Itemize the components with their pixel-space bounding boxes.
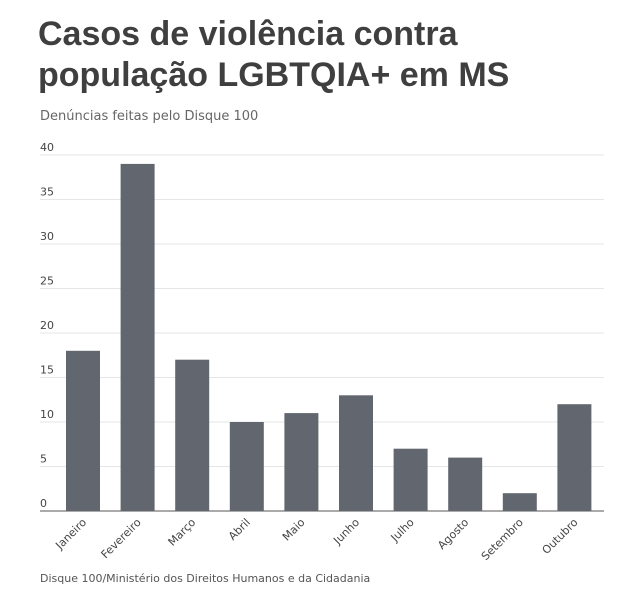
y-tick-label: 30 (40, 230, 54, 243)
bar-agosto (448, 457, 483, 511)
bar-fevereiro (120, 163, 155, 511)
x-tick-label: Maio (280, 516, 308, 544)
y-tick-label: 20 (40, 319, 54, 332)
y-tick-label: 40 (40, 141, 54, 154)
y-tick-label: 5 (40, 453, 47, 466)
x-tick-label: Março (166, 516, 199, 549)
bar-janeiro (66, 350, 100, 511)
bar-março (175, 359, 210, 511)
chart-title: Casos de violência contra população LGBT… (38, 15, 510, 94)
bar-setembro (502, 493, 537, 511)
source-note: Disque 100/Ministério dos Direitos Human… (40, 572, 371, 585)
y-tick-label: 15 (40, 364, 54, 377)
x-tick-label: Fevereiro (99, 516, 144, 561)
bar-julho (393, 448, 428, 511)
x-tick-label: Abril (226, 516, 253, 543)
x-tick-label: Outubro (540, 516, 581, 557)
bar-outubro (557, 404, 592, 511)
x-tick-label: Setembro (479, 516, 526, 563)
bar-maio (284, 413, 319, 511)
x-tick-label: Agosto (435, 516, 471, 552)
bar-junho (339, 395, 373, 511)
bars (66, 163, 592, 511)
y-tick-label: 10 (40, 408, 54, 421)
chart-subtitle: Denúncias feitas pelo Disque 100 (40, 109, 259, 124)
x-tick-label: Julho (388, 516, 417, 545)
y-tick-label: 25 (40, 275, 54, 288)
x-tick-label: Janeiro (52, 516, 89, 553)
bar-abril (229, 422, 264, 511)
y-tick-label: 0 (40, 497, 47, 510)
x-tick-label: Junho (330, 516, 362, 548)
y-tick-label: 35 (40, 186, 54, 199)
